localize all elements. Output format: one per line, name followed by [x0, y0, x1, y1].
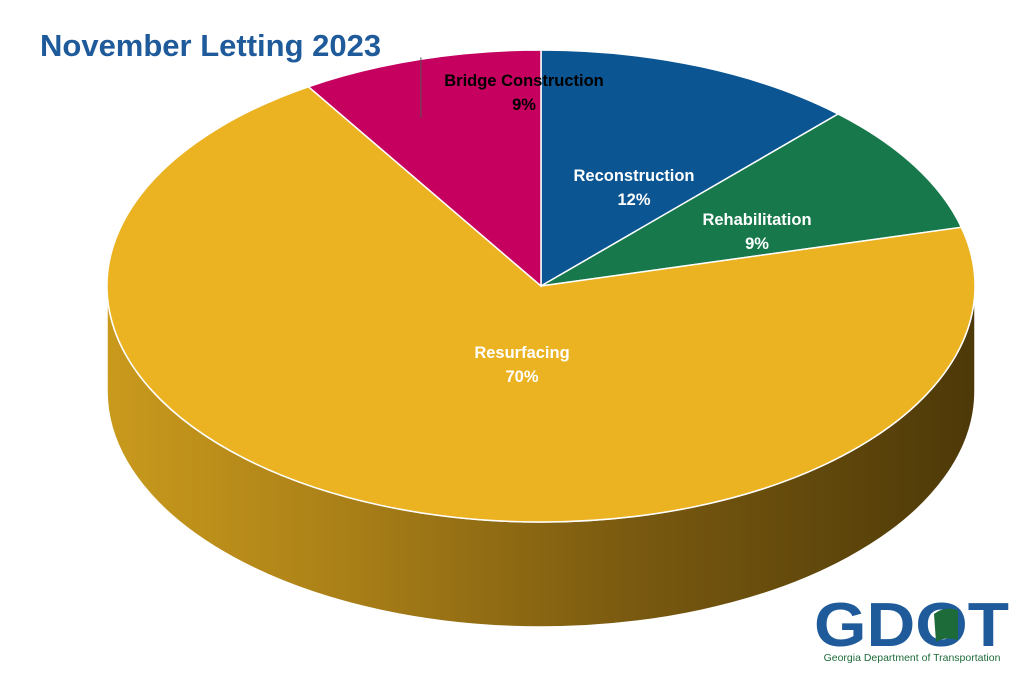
slice-label-resurfacing: Resurfacing: [474, 344, 569, 362]
slice-percent-reconstruction: 12%: [617, 191, 650, 209]
pie-slice-bridge-construction: [306, 49, 542, 288]
slice-percent-resurfacing: 70%: [505, 368, 538, 386]
pie-slice-resurfacing: [106, 85, 976, 523]
logo-tagline: Georgia Department of Transportation: [823, 652, 1001, 664]
slice-label-rehabilitation: Rehabilitation: [702, 211, 811, 229]
slice-label-reconstruction: Reconstruction: [573, 167, 694, 185]
peach-leaf-icon: [934, 608, 958, 642]
slice-percent-rehabilitation: 9%: [745, 235, 769, 253]
page-title: November Letting 2023: [40, 28, 382, 63]
pie-slice-rehabilitation: [540, 113, 963, 287]
gdot-wordmark-icon: GDOT: [814, 591, 1009, 660]
svg-text:GDOT: GDOT: [814, 592, 1009, 652]
gdot-logo: GDOT Georgia Department of Transportatio…: [812, 591, 1012, 672]
slice-percent-bridge-construction: 9%: [512, 96, 536, 114]
slice-label-bridge-construction: Bridge Construction: [444, 72, 604, 90]
pie-slice-reconstruction: [540, 49, 840, 288]
